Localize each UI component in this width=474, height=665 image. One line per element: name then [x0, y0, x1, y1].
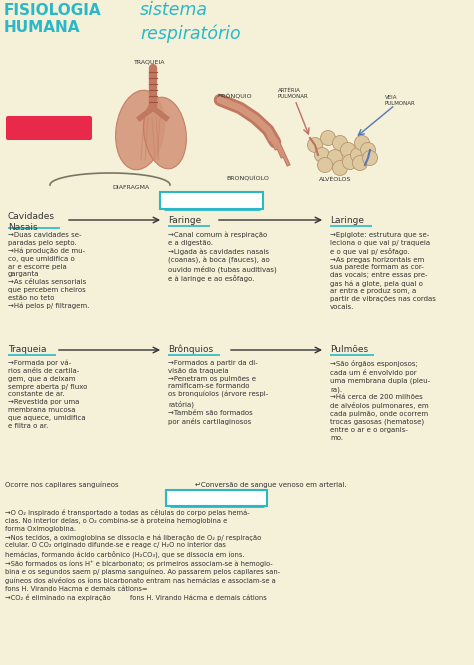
Ellipse shape [144, 97, 186, 169]
Circle shape [332, 136, 347, 150]
Text: DIAFRAGMA: DIAFRAGMA [112, 185, 149, 190]
Text: FISIOLOGIA
HUMANA: FISIOLOGIA HUMANA [4, 3, 101, 35]
Ellipse shape [116, 90, 164, 170]
Text: BRONQUÍOLO: BRONQUÍOLO [227, 175, 269, 180]
Circle shape [340, 142, 356, 158]
FancyBboxPatch shape [166, 489, 267, 505]
Text: →O O₂ inspirado é transportado a todas as células do corpo pelas hemá-
cias. No : →O O₂ inspirado é transportado a todas a… [5, 509, 280, 601]
Text: sistema
respiratório: sistema respiratório [140, 1, 241, 43]
Text: ↵Conversão de sangue venoso em arterial.: ↵Conversão de sangue venoso em arterial. [195, 482, 346, 488]
Text: BRÔNQUIO: BRÔNQUIO [218, 94, 252, 100]
Circle shape [361, 142, 375, 158]
Text: HEMATOSE: HEMATOSE [187, 493, 247, 503]
Circle shape [355, 136, 370, 150]
Text: Brônquios: Brônquios [168, 345, 213, 354]
Text: →Duas cavidades se-
paradas pelo septo.
→Há produção de mu-
co, que umidifica o
: →Duas cavidades se- paradas pelo septo. … [8, 232, 90, 309]
Text: ALVÉOLOS: ALVÉOLOS [319, 177, 351, 182]
Text: Cavidades
Nasais: Cavidades Nasais [8, 212, 55, 232]
Text: TRAQUEIA: TRAQUEIA [134, 60, 166, 65]
Text: Faringe: Faringe [168, 216, 201, 225]
Circle shape [332, 160, 347, 176]
Circle shape [318, 158, 332, 172]
Text: ARTÉRIA
PULMONAR: ARTÉRIA PULMONAR [278, 88, 309, 99]
Circle shape [320, 130, 336, 146]
Circle shape [363, 150, 377, 166]
Text: Pulmões: Pulmões [330, 345, 368, 354]
Text: →Formada por vá-
rios anéis de cartila-
gem, que a deixam
sempre aberta p/ fluxo: →Formada por vá- rios anéis de cartila- … [8, 360, 87, 428]
Circle shape [350, 148, 365, 162]
Circle shape [308, 138, 322, 152]
Circle shape [328, 150, 343, 164]
Text: COMPONENTES: COMPONENTES [170, 195, 254, 205]
Text: Laringe: Laringe [330, 216, 364, 225]
Circle shape [353, 156, 367, 170]
Text: →Canal comum à respiração
e a digestão.
→Ligada às cavidades nasais
(coanas), à : →Canal comum à respiração e a digestão. … [168, 232, 277, 283]
Circle shape [343, 154, 357, 170]
Text: Ocorre nos capilares sanguíneos: Ocorre nos capilares sanguíneos [5, 482, 118, 489]
FancyBboxPatch shape [161, 192, 264, 209]
FancyBboxPatch shape [6, 116, 92, 140]
Text: →São órgãos esponjosos;
cada um é envolvido por
uma membrana dupla (pleu-
ra).
→: →São órgãos esponjosos; cada um é envolv… [330, 360, 430, 441]
Circle shape [315, 148, 329, 162]
Text: →Formados a partir da di-
visão da traqueia
→Penetram os pulmões e
ramificam-se : →Formados a partir da di- visão da traqu… [168, 360, 268, 425]
Text: Traqueia: Traqueia [8, 345, 46, 354]
Text: VEIA
PULMONAR: VEIA PULMONAR [385, 95, 416, 106]
Text: @resumeany: @resumeany [21, 124, 77, 132]
Text: →Epiglote: estrutura que se-
leciona o que vai p/ traqueia
e o que vai p/ esôfag: →Epiglote: estrutura que se- leciona o q… [330, 232, 436, 310]
